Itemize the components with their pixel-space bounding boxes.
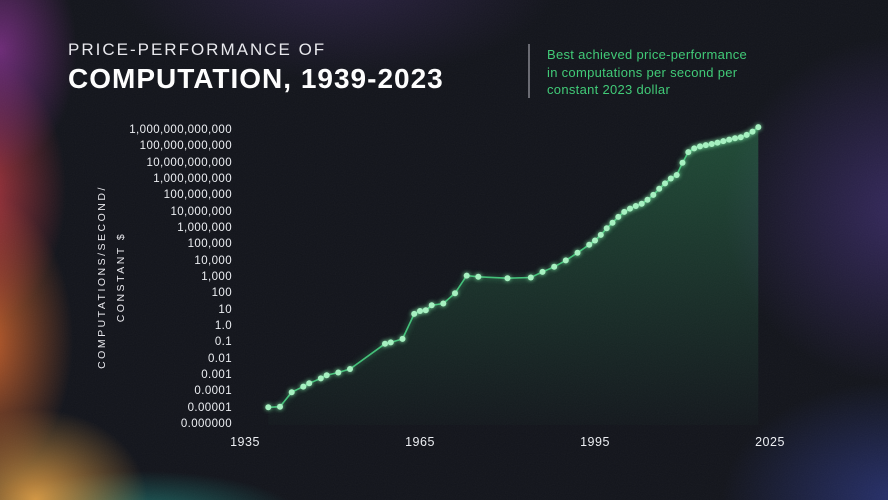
data-point (440, 300, 447, 307)
y-tick-label: 100,000,000 (163, 189, 232, 202)
y-tick-label: 10,000,000 (170, 205, 232, 218)
chart-subtitle: Best achieved price-performance in compu… (547, 47, 748, 98)
y-tick-label: 100,000,000,000 (139, 140, 232, 153)
data-point (323, 372, 330, 379)
x-tick-label: 2025 (755, 435, 785, 449)
price-performance-line-chart (265, 124, 762, 425)
data-point (288, 389, 295, 396)
header: PRICE-PERFORMANCE OF COMPUTATION, 1939-2… (68, 40, 444, 95)
data-point (726, 136, 733, 143)
data-point (708, 141, 715, 147)
data-point (335, 369, 342, 376)
data-point (387, 339, 394, 346)
data-point (399, 335, 406, 342)
data-point (463, 272, 470, 279)
data-point (667, 175, 674, 182)
data-point (382, 340, 388, 347)
data-point (702, 142, 709, 149)
data-point (504, 275, 511, 282)
y-tick-label: 0.00001 (187, 401, 232, 414)
data-point (609, 219, 616, 226)
data-point (656, 185, 663, 192)
data-point (732, 135, 738, 142)
data-point (603, 225, 610, 232)
y-tick-label: 10,000,000,000 (146, 156, 232, 169)
data-point (632, 203, 639, 209)
data-point (755, 124, 762, 131)
data-point (644, 196, 651, 203)
data-point (592, 237, 598, 244)
data-point (714, 139, 721, 146)
data-point (743, 131, 750, 138)
x-tick-label: 1935 (230, 435, 260, 449)
y-tick-label: 0.000000 (180, 417, 232, 430)
data-point (527, 274, 534, 281)
y-tick-label: 1,000,000,000,000 (129, 124, 232, 136)
y-tick-label: 10 (218, 303, 232, 316)
data-point (574, 249, 581, 256)
data-point (597, 231, 604, 238)
data-point (475, 273, 482, 280)
data-point (422, 307, 429, 314)
data-point (300, 383, 307, 390)
x-tick-label: 1965 (405, 435, 435, 449)
data-point (650, 191, 657, 198)
data-point (697, 143, 703, 150)
data-point (452, 290, 458, 297)
y-tick-label: 0.1 (214, 336, 232, 349)
data-point (428, 302, 435, 309)
data-point (306, 380, 313, 387)
data-point (662, 180, 668, 187)
data-point (685, 149, 692, 156)
data-point (691, 145, 698, 152)
data-point (317, 375, 324, 382)
y-tick-label: 100 (211, 287, 232, 300)
y-tick-label: 1,000,000,000 (153, 172, 232, 185)
x-tick-label: 1995 (580, 435, 610, 449)
y-tick-label: 10,000 (194, 254, 232, 267)
page-title: COMPUTATION, 1939-2023 (68, 63, 444, 94)
data-point (638, 200, 645, 207)
header-divider (528, 44, 530, 98)
data-point (615, 213, 622, 220)
data-point (347, 366, 353, 372)
data-point (551, 263, 558, 270)
y-tick-label: 1.0 (214, 319, 232, 332)
data-point (562, 257, 569, 264)
data-point (586, 241, 593, 248)
data-point (749, 128, 756, 135)
y-tick-label: 1,000 (201, 270, 232, 283)
data-point (277, 403, 283, 410)
y-tick-label: 1,000,000 (177, 221, 232, 234)
data-point (627, 205, 633, 212)
y-tick-label: 0.001 (201, 368, 232, 381)
y-tick-label: 100,000 (187, 238, 232, 251)
data-point (411, 310, 418, 317)
data-point (539, 268, 546, 275)
x-axis-ticks: 1935 1965 1995 2025 (230, 435, 784, 451)
data-point (417, 308, 423, 314)
title-line1: PRICE-PERFORMANCE OF (68, 40, 327, 59)
data-point (673, 172, 680, 178)
y-tick-label: 0.01 (208, 352, 232, 365)
data-point (679, 159, 686, 166)
area-fill (268, 127, 759, 425)
data-point (265, 404, 272, 411)
data-point (720, 138, 727, 145)
y-axis-ticks: 1,000,000,000,000 100,000,000,000 10,000,0… (60, 122, 232, 432)
y-tick-label: 0.0001 (194, 385, 232, 398)
data-point (737, 134, 744, 141)
data-point (621, 208, 628, 215)
